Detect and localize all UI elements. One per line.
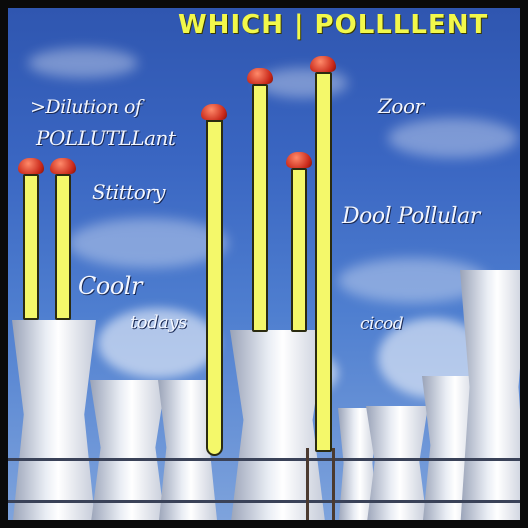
stack-cap: [247, 68, 273, 84]
stack-cap: [310, 56, 336, 72]
label-coolr: Coolr: [78, 272, 142, 300]
fence-rail: [8, 458, 520, 461]
stack-pipe: [291, 168, 307, 332]
cloud: [258, 68, 348, 98]
stack-pipe: [315, 72, 332, 452]
cloud: [68, 218, 228, 268]
label-dool-pollular: Dool Pollular: [342, 204, 480, 229]
stack-pipe: [252, 84, 268, 332]
stack-pipe: [23, 174, 39, 320]
cooling-tower: [90, 380, 166, 520]
cloud: [388, 118, 518, 158]
stack-cap: [18, 158, 44, 174]
stack-pipe: [206, 120, 223, 456]
cooling-tower: [12, 320, 96, 520]
page-title: WHICH | POLLLLENT: [178, 10, 489, 40]
fence-post: [332, 448, 335, 520]
cooling-tower: [366, 406, 428, 520]
cooling-tower: [230, 330, 326, 520]
fence-post: [306, 448, 309, 520]
stack-pipe: [55, 174, 71, 320]
label-dilution: >Dilution of: [30, 96, 142, 118]
cloud: [28, 48, 138, 78]
cooling-tower: [460, 270, 520, 520]
stack-cap: [286, 152, 312, 168]
label-stittory: Stittory: [92, 180, 166, 204]
label-cicod: cicod: [360, 314, 404, 334]
stack-cap: [201, 104, 227, 120]
label-zoor: Zoor: [378, 94, 424, 118]
stack-cap: [50, 158, 76, 174]
fence-rail: [8, 500, 520, 503]
label-pollutant: POLLUTLLant: [36, 126, 176, 150]
steam-plume: [98, 308, 218, 378]
label-todays: todays: [130, 312, 187, 333]
